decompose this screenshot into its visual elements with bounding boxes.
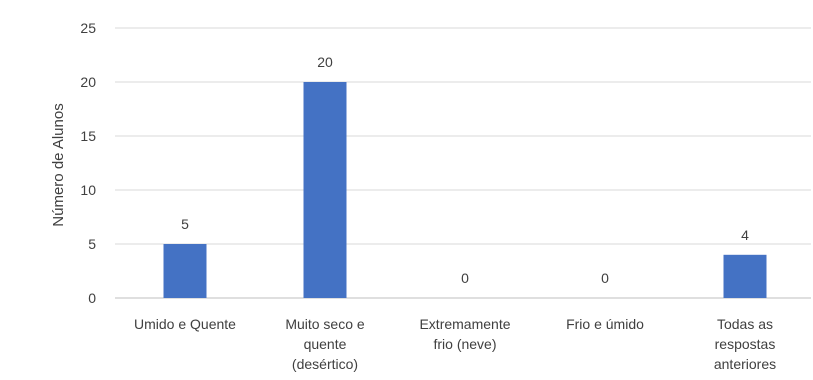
category-label-line: Umido e Quente xyxy=(134,316,236,332)
y-axis-label: Número de Alunos xyxy=(50,103,67,226)
data-labels: 5 20 0 0 4 xyxy=(181,54,749,286)
category-label-line: Frio e úmido xyxy=(566,316,644,332)
data-label: 4 xyxy=(741,227,749,243)
category-label-line: Todas as xyxy=(717,316,773,332)
category-label-line: Muito seco e xyxy=(285,316,365,332)
bar xyxy=(723,254,767,298)
y-tick-label: 25 xyxy=(80,20,96,36)
category-label: Umido e Quente xyxy=(134,316,236,332)
category-labels: Umido e Quente Muito seco e quente (desérti… xyxy=(134,316,776,372)
y-tick-label: 5 xyxy=(88,236,96,252)
y-tick-labels: 0 5 10 15 20 25 xyxy=(80,20,96,306)
category-label-line: Extremamente xyxy=(419,316,510,332)
bars xyxy=(163,82,767,298)
category-label: Frio e úmido xyxy=(566,316,644,332)
category-label: Extremamente frio (neve) xyxy=(419,316,510,352)
gridlines xyxy=(115,27,811,299)
category-label-line: respostas xyxy=(715,336,776,352)
y-tick-label: 15 xyxy=(80,128,96,144)
y-tick-label: 10 xyxy=(80,182,96,198)
category-label-line: anteriores xyxy=(714,356,776,372)
category-label-line: frio (neve) xyxy=(433,336,496,352)
category-label: Muito seco e quente (desértico) xyxy=(285,316,365,372)
y-tick-label: 0 xyxy=(88,290,96,306)
category-label: Todas as respostas anteriores xyxy=(714,316,776,372)
data-label: 0 xyxy=(601,270,609,286)
data-label: 0 xyxy=(461,270,469,286)
category-label-line: (desértico) xyxy=(292,356,358,372)
bar xyxy=(303,82,347,298)
data-label: 20 xyxy=(317,54,333,70)
data-label: 5 xyxy=(181,216,189,232)
bar xyxy=(163,244,207,298)
category-label-line: quente xyxy=(304,336,347,352)
y-tick-label: 20 xyxy=(80,74,96,90)
